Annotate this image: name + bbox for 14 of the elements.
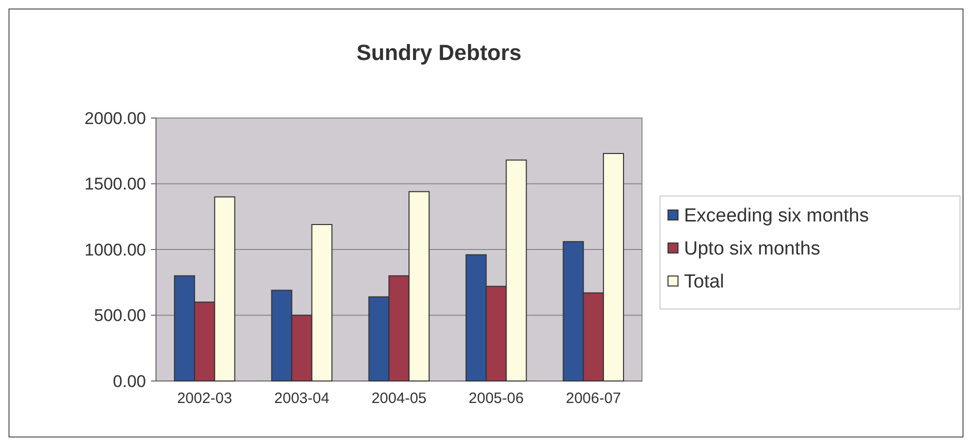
- x-tick-label: 2003-04: [274, 390, 330, 407]
- chart-title: Sundry Debtors: [356, 40, 522, 65]
- y-tick-label: 1000.00: [84, 240, 146, 260]
- legend-label: Exceeding six months: [684, 206, 869, 227]
- legend-label: Total: [684, 272, 724, 293]
- y-tick-label: 2000.00: [84, 108, 146, 128]
- x-tick-label: 2006-07: [566, 390, 621, 407]
- x-tick-label: 2002-03: [177, 390, 232, 407]
- x-tick-label: 2005-06: [468, 390, 524, 407]
- x-tick-label: 2004-05: [371, 390, 427, 407]
- y-tick-label: 500.00: [94, 306, 146, 326]
- legend-label: Upto six months: [684, 238, 820, 260]
- y-tick-label: 1500.00: [84, 174, 146, 194]
- y-tick-label: 0.00: [112, 372, 146, 391]
